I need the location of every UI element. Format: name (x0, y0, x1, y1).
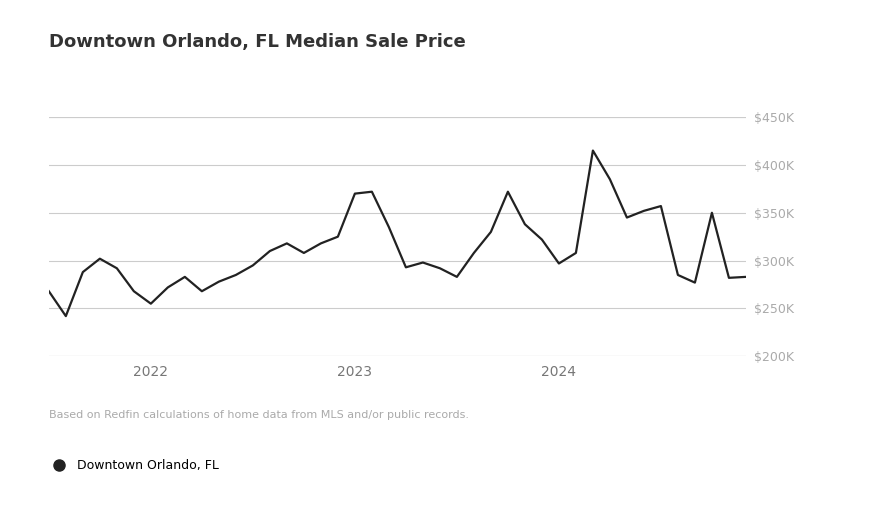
Legend: Downtown Orlando, FL: Downtown Orlando, FL (42, 455, 224, 477)
Text: Downtown Orlando, FL Median Sale Price: Downtown Orlando, FL Median Sale Price (49, 33, 465, 51)
Text: Based on Redfin calculations of home data from MLS and/or public records.: Based on Redfin calculations of home dat… (49, 410, 469, 420)
